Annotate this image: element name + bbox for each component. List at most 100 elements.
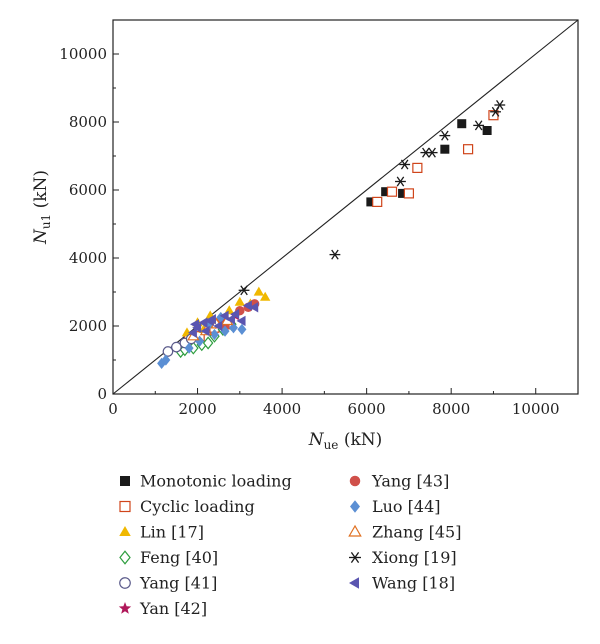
data-point: [249, 302, 259, 313]
legend-label: Monotonic loading: [140, 472, 292, 491]
data-point: [204, 315, 214, 327]
data-point: [457, 119, 467, 129]
data-point: [372, 196, 383, 207]
data-point: [162, 346, 174, 357]
reference-line: [112, 19, 579, 395]
data-point: [209, 328, 219, 341]
data-point: [213, 320, 223, 332]
data-point: [161, 354, 171, 366]
data-point: [462, 144, 474, 155]
data-point: [381, 187, 391, 197]
legend-marker: [119, 550, 131, 565]
data-point: [238, 285, 250, 296]
legend-item: Monotonic loading: [120, 472, 292, 491]
axis-titles: Nue (kN) Nu1 (kN): [31, 170, 382, 452]
plot-frame: [112, 19, 579, 395]
legend-label: Yan [42]: [139, 599, 207, 618]
data-point: [237, 323, 247, 336]
data-point: [260, 291, 271, 301]
data-point: [398, 188, 408, 198]
x-tick-label: 0: [108, 400, 118, 418]
y-tick-label: 0: [97, 385, 107, 403]
legend-item: Wang [18]: [349, 574, 455, 593]
data-point: [220, 325, 230, 337]
legend-item: Zhang [45]: [348, 523, 461, 542]
x-tick-label: 8000: [432, 400, 470, 418]
legend-label: Cyclic loading: [140, 497, 255, 516]
data-point: [200, 325, 210, 337]
y-tick-label: 8000: [69, 113, 107, 131]
legend-label: Wang [18]: [372, 574, 455, 593]
series-9: [238, 100, 506, 296]
data-point: [366, 197, 376, 207]
data-point: [236, 315, 246, 327]
axis-ticks: 0 2000 4000 6000 8000 10000 0 2000 4000 6000 8000 1…: [59, 45, 559, 418]
data-point: [395, 176, 406, 187]
legend-label: Yang [41]: [139, 574, 217, 593]
legend-label: Yang [43]: [371, 472, 449, 491]
x-tick-label: 10000: [512, 400, 560, 418]
data-point: [439, 130, 451, 141]
data-point: [202, 336, 214, 350]
data-point: [234, 296, 245, 306]
legend-marker: [119, 577, 131, 589]
x-axis-title: Nue (kN): [308, 430, 383, 452]
legend-marker: [119, 526, 131, 536]
y-tick-label: 2000: [69, 317, 107, 335]
legend-item: Luo [44]: [350, 497, 441, 516]
data-point: [253, 286, 265, 296]
data-point: [440, 144, 450, 154]
legend-marker: [120, 476, 130, 486]
series-10: [187, 300, 259, 338]
legend-marker: [348, 524, 362, 537]
legend-item: Yang [41]: [119, 574, 217, 593]
data-points: [157, 100, 506, 370]
plot-area-border: [112, 19, 579, 395]
data-point: [412, 162, 423, 173]
data-point: [198, 317, 208, 328]
legend-marker: [350, 500, 360, 513]
legend-marker: [119, 500, 131, 513]
legend-label: Zhang [45]: [372, 523, 461, 542]
y-axis-title: Nu1 (kN): [31, 170, 53, 245]
data-point: [403, 188, 415, 199]
data-point: [171, 341, 182, 353]
legend-label: Xiong [19]: [372, 548, 457, 567]
legend-item: Lin [17]: [119, 523, 204, 542]
data-point: [219, 310, 229, 321]
data-point: [230, 308, 240, 320]
x-tick-label: 6000: [348, 400, 386, 418]
y-tick-label: 6000: [69, 181, 107, 199]
data-point: [386, 186, 398, 197]
legend-label: Luo [44]: [372, 497, 441, 516]
x-tick-label: 4000: [263, 400, 301, 418]
legend-marker: [349, 475, 361, 487]
legend-item: Yang [43]: [349, 472, 449, 491]
legend-item: Yan [42]: [118, 599, 207, 618]
legend-item: Xiong [19]: [349, 548, 457, 567]
legend-label: Lin [17]: [140, 523, 204, 542]
data-point: [494, 100, 506, 110]
legend-marker: [118, 602, 132, 614]
series-1: [183, 110, 499, 345]
data-point: [225, 314, 235, 325]
legend: Monotonic loading Cyclic loading Lin [17] F…: [118, 472, 461, 618]
legend-label: Feng [40]: [140, 548, 218, 567]
legend-item: Feng [40]: [119, 548, 218, 567]
data-point: [187, 327, 197, 338]
data-point: [190, 319, 200, 330]
legend-marker: [349, 577, 359, 589]
data-point: [473, 120, 485, 131]
data-point: [426, 147, 438, 158]
data-point: [184, 342, 194, 354]
y-tick-label: 4000: [69, 249, 107, 267]
x-tick-label: 2000: [178, 400, 216, 418]
data-point: [482, 126, 492, 135]
data-point: [399, 159, 411, 170]
y-tick-label: 10000: [59, 45, 107, 63]
legend-marker: [349, 552, 361, 563]
identity-line: [112, 19, 579, 395]
legend-item: Cyclic loading: [119, 497, 255, 516]
data-point: [242, 300, 252, 311]
